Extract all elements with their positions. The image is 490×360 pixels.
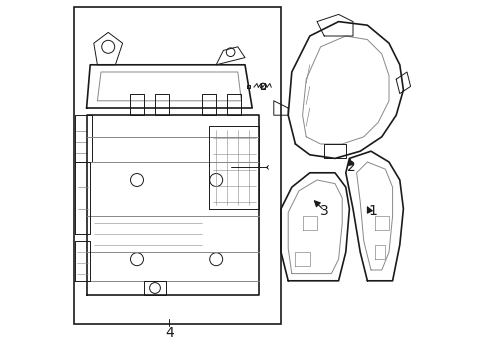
- Bar: [74, 7, 281, 324]
- Text: 1: 1: [368, 204, 377, 217]
- Text: 4: 4: [165, 326, 174, 340]
- Text: 3: 3: [320, 204, 329, 217]
- Text: 2: 2: [347, 161, 356, 174]
